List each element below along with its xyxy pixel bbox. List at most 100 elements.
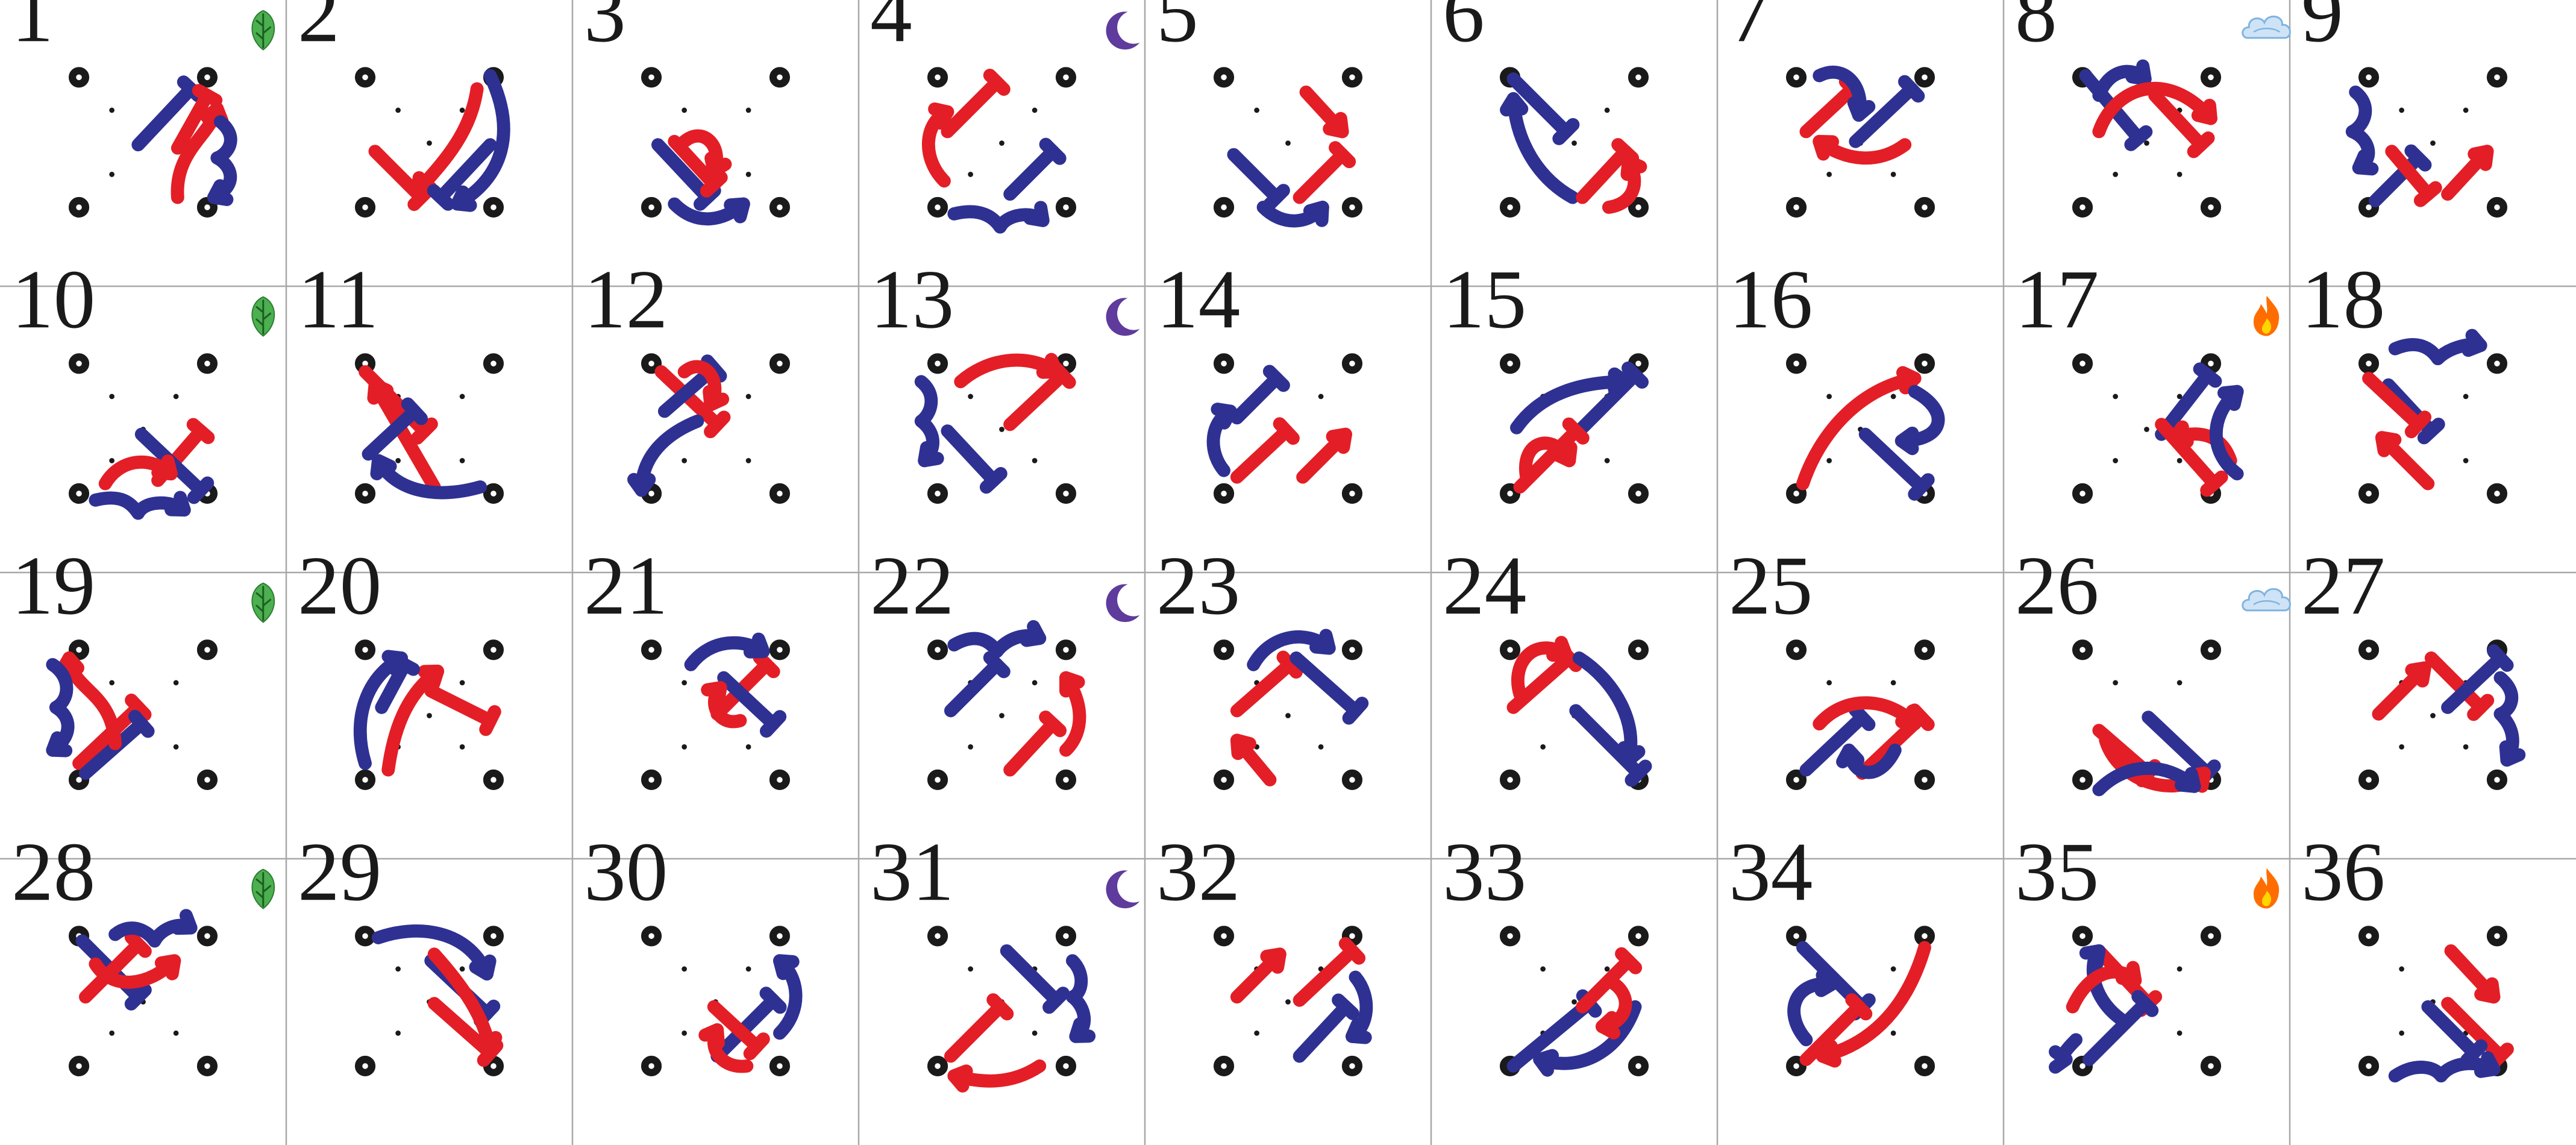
panel-artwork: [2345, 85, 2494, 207]
grid-point: [459, 680, 465, 686]
diagram-panel: 14: [1156, 253, 1363, 504]
corner-point: [1213, 639, 1235, 660]
corner-point: [641, 926, 662, 947]
corner-point: [769, 67, 791, 88]
corner-point: [1213, 926, 1235, 947]
reference-points: [927, 926, 1077, 1077]
red-arrow: [1059, 671, 1086, 757]
panel-artwork: [944, 620, 1086, 777]
red-arrow: [2444, 944, 2501, 1004]
corner-point: [354, 1055, 376, 1077]
panel-artwork: [1506, 636, 1652, 787]
grid-point: [427, 140, 432, 146]
corner-point: [1785, 353, 1807, 374]
corner-point: [1499, 769, 1521, 791]
grid-point: [2176, 458, 2183, 463]
reference-points: [354, 926, 504, 1077]
blue-bar-segment: [2082, 990, 2159, 1066]
grid-point: [1032, 1030, 1038, 1036]
diagram-panel: 17: [2015, 253, 2280, 504]
blue-arrow: [773, 954, 803, 1040]
corner-point: [1341, 769, 1363, 791]
diagram-panel: 2: [298, 0, 510, 218]
panel-number: 10: [11, 253, 95, 346]
grid-point: [682, 680, 687, 686]
diagram-panel: 6: [1443, 0, 1649, 218]
diagram-panel: 22: [870, 539, 1140, 791]
grid-point: [459, 458, 465, 463]
corner-point: [1914, 353, 1935, 374]
red-bar-segment: [1799, 993, 1873, 1066]
red-bar-segment: [2362, 371, 2432, 439]
grid-point: [1318, 394, 1324, 400]
grid-point: [1254, 1030, 1259, 1036]
corner-point: [2358, 483, 2380, 504]
grid-point: [1826, 394, 1832, 400]
reference-points: [2358, 353, 2508, 504]
corner-point: [1341, 67, 1363, 88]
corner-point: [1914, 196, 1935, 218]
panel-artwork: [1796, 366, 1945, 501]
panel-number: 34: [1729, 826, 1813, 918]
corner-point: [927, 769, 948, 791]
corner-point: [354, 639, 376, 660]
blue-bar-segment: [1506, 72, 1580, 145]
cloud-icon: [2242, 15, 2291, 39]
diagram-panel: 30: [584, 826, 803, 1077]
blue-bar-segment: [1230, 365, 1290, 425]
corner-point: [196, 926, 218, 947]
grid-point: [682, 458, 687, 463]
grid-point: [427, 713, 432, 718]
corner-point: [1785, 769, 1807, 791]
corner-point: [68, 639, 90, 660]
grid-point: [745, 394, 751, 400]
diagram-panel: 23: [1156, 539, 1369, 791]
diagram-panel: 10: [11, 253, 275, 520]
corner-point: [641, 353, 662, 374]
corner-point: [2486, 926, 2508, 947]
panel-number: 6: [1443, 0, 1485, 60]
red-bar-segment: [424, 684, 501, 736]
blue-arrow: [1206, 403, 1237, 477]
blue-bar-segment: [944, 651, 1011, 718]
panel-number: 21: [584, 539, 668, 632]
corner-point: [1914, 67, 1935, 88]
grid-point: [109, 1030, 114, 1036]
panel-number: 28: [11, 826, 95, 918]
corner-point: [2072, 353, 2093, 374]
diagram-panel: 1: [11, 0, 275, 218]
corner-point: [483, 353, 504, 374]
corner-point: [2486, 769, 2508, 791]
moon-icon: [1106, 11, 1140, 50]
blue-arrow: [2049, 1033, 2083, 1074]
diagram-panel: 21: [584, 539, 791, 791]
panel-number: 13: [870, 253, 954, 346]
blue-brace-arrow: [46, 657, 75, 758]
panel-artwork: [2049, 944, 2163, 1074]
panel-number: 33: [1443, 826, 1526, 918]
grid-point: [2176, 394, 2183, 400]
grid-point: [745, 172, 751, 177]
fire-icon: [2253, 868, 2280, 909]
corner-point: [2200, 196, 2222, 218]
blue-brace-arrow: [2388, 328, 2487, 366]
leaf-icon: [251, 296, 275, 337]
red-arrow: [921, 102, 954, 188]
grid-point: [968, 966, 973, 972]
corner-point: [483, 483, 504, 504]
panel-number: 15: [1443, 253, 1526, 346]
red-arrow: [1796, 366, 1922, 491]
panel-artwork: [944, 944, 1096, 1093]
grid-point: [2176, 680, 2183, 686]
blue-brace-arrow: [89, 491, 191, 520]
grid-point: [395, 1030, 401, 1036]
panel-number: 24: [1443, 539, 1526, 632]
grid-point: [1890, 394, 1896, 400]
reference-points: [927, 67, 1077, 218]
corner-point: [641, 769, 662, 791]
corner-point: [1628, 67, 1649, 88]
panel-number: 20: [298, 539, 381, 632]
red-arrow: [2066, 961, 2142, 1014]
blue-bar-segment: [2441, 644, 2514, 714]
panel-artwork: [1787, 941, 1931, 1068]
